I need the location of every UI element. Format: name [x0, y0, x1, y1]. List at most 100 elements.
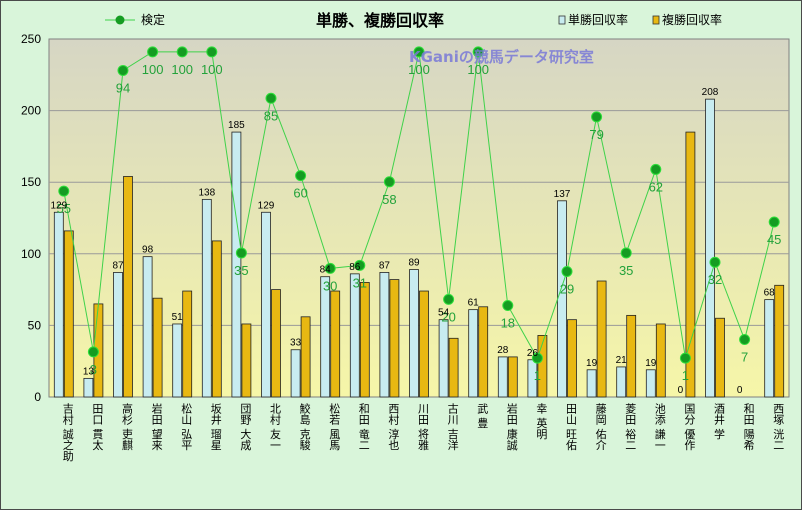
category-label: 団野 大成 — [239, 403, 252, 451]
category-label: 松若 風馬 — [328, 402, 341, 451]
bar-tansho — [172, 323, 183, 398]
kentei-value-label: 55 — [57, 201, 71, 216]
kentei-point — [768, 216, 780, 228]
category-label: 坂井 瑠星 — [209, 403, 222, 451]
bar-tansho — [379, 272, 390, 398]
tansho-value-label: 28 — [497, 345, 509, 356]
tansho-value-label: 33 — [290, 338, 302, 349]
kentei-value-label: 32 — [708, 272, 722, 287]
bar-tansho — [468, 309, 479, 398]
kentei-point — [176, 46, 188, 58]
legend-tansho-label: 単勝回収率 — [568, 12, 628, 27]
tansho-value-label: 86 — [349, 262, 361, 273]
bar-tansho — [645, 369, 656, 398]
watermark: KGaniの競馬データ研究室 — [409, 48, 594, 66]
tansho-value-label: 129 — [258, 200, 275, 211]
tansho-value-label: 21 — [616, 355, 628, 366]
kentei-value-label: 94 — [116, 80, 130, 95]
category-label: 鮫島 克駿 — [298, 402, 311, 451]
kentei-point — [354, 259, 366, 271]
kentei-value-label: 30 — [323, 278, 337, 293]
category-label: 岩田 康誠 — [505, 402, 518, 451]
kentei-point — [295, 170, 307, 182]
category-label: 菱田 裕二 — [624, 403, 637, 451]
tansho-value-label: 87 — [112, 260, 124, 271]
bar-fukusho — [389, 279, 400, 398]
y-tick-label: 150 — [21, 175, 41, 189]
bar-tansho — [320, 276, 331, 398]
bar-tansho — [705, 98, 715, 398]
category-label: 松山 弘平 — [180, 402, 193, 451]
kentei-point — [561, 265, 573, 277]
bar-tansho — [557, 200, 567, 398]
kentei-point — [265, 92, 277, 104]
kentei-point — [679, 352, 691, 364]
kentei-point — [531, 352, 543, 364]
kentei-point — [147, 46, 159, 58]
y-axis: 0 50 100 150 200 250 — [21, 32, 41, 404]
y-tick-label: 0 — [34, 390, 41, 404]
tansho-value-label: 87 — [379, 260, 391, 271]
category-label: 西塚 洸二 — [772, 403, 785, 451]
kentei-value-label: 31 — [353, 275, 367, 290]
kentei-point — [443, 293, 455, 305]
kentei-value-label: 1 — [534, 368, 541, 383]
bar-fukusho — [537, 335, 548, 398]
kentei-value-label: 35 — [619, 263, 633, 278]
category-label: 西村 淳也 — [387, 403, 400, 451]
kentei-point — [324, 262, 336, 274]
tansho-value-label: 0 — [678, 385, 684, 396]
bar-fukusho — [211, 240, 222, 398]
tansho-value-label: 13 — [83, 366, 95, 377]
kentei-value-label: 7 — [741, 350, 748, 365]
category-label: 田山 旺佑 — [565, 403, 578, 451]
category-label: 北村 友一 — [269, 403, 282, 451]
kentei-value-label: 100 — [467, 62, 489, 77]
kentei-value-label: 100 — [408, 62, 430, 77]
bar-tansho — [409, 269, 419, 398]
bar-fukusho — [152, 297, 163, 398]
tansho-value-label: 54 — [438, 308, 450, 319]
legend-kentei-label: 検定 — [141, 12, 165, 27]
kentei-value-label: 100 — [171, 62, 193, 77]
category-label: 吉村 誠之助 — [61, 403, 74, 462]
kentei-value-label: 60 — [293, 186, 307, 201]
bar-fukusho — [448, 337, 459, 398]
tansho-value-label: 185 — [228, 120, 245, 131]
bar-tansho — [201, 198, 212, 398]
tansho-value-label: 68 — [764, 288, 776, 299]
bar-tansho — [142, 256, 153, 398]
bar-fukusho — [182, 290, 193, 398]
kentei-point — [739, 334, 751, 346]
bar-tansho — [83, 377, 94, 398]
bar-fukusho — [63, 230, 74, 398]
bar-fukusho — [626, 314, 637, 398]
kentei-point — [383, 176, 395, 188]
kentei-value-label: 58 — [382, 192, 396, 207]
bar-fukusho — [655, 323, 666, 398]
bar-fukusho — [123, 176, 133, 398]
bar-fukusho — [715, 317, 725, 398]
bar-tansho — [764, 299, 775, 398]
bar-fukusho — [478, 306, 489, 398]
kentei-value-label: 3 — [90, 362, 97, 377]
bar-tansho — [616, 366, 627, 398]
legend-kentei-marker — [115, 15, 125, 25]
bar-tansho — [113, 272, 123, 398]
kentei-point — [472, 46, 484, 58]
tansho-value-label: 208 — [702, 87, 719, 98]
category-label: 幸 英明 — [535, 403, 548, 440]
tansho-value-label: 137 — [554, 189, 571, 200]
category-label: 酒井 学 — [713, 403, 726, 440]
kentei-point — [58, 185, 70, 197]
bar-fukusho — [271, 289, 281, 398]
bar-tansho — [261, 211, 271, 398]
bar-tansho — [231, 131, 242, 398]
y-tick-label: 100 — [21, 247, 41, 261]
kentei-value-label: 100 — [201, 62, 223, 77]
category-label: 高杉 吏麒 — [121, 402, 134, 451]
kentei-point — [206, 46, 218, 58]
